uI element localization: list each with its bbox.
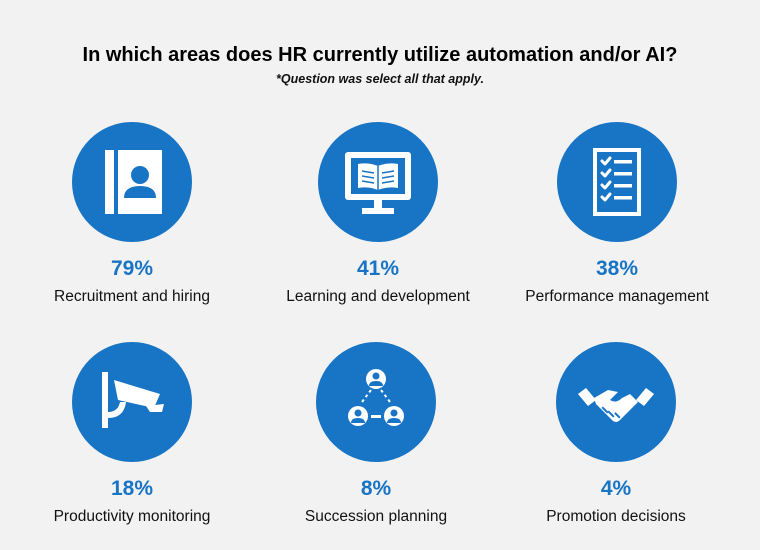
checklist-icon <box>557 122 677 242</box>
stat-percent: 79% <box>110 257 154 280</box>
stat-percent: 4% <box>600 477 632 500</box>
page-title: In which areas does HR currently utilize… <box>82 44 678 66</box>
monitor-book-icon <box>318 122 438 242</box>
stat-label: Performance management <box>525 288 709 305</box>
stat-percent: 18% <box>110 477 154 500</box>
stat-label: Succession planning <box>304 508 448 525</box>
stat-label: Promotion decisions <box>546 508 686 525</box>
stat-percent: 8% <box>360 477 392 500</box>
stat-label: Recruitment and hiring <box>54 288 210 305</box>
contact-book-icon <box>72 122 192 242</box>
security-camera-icon <box>72 342 192 462</box>
handshake-icon <box>556 342 676 462</box>
stat-label: Learning and development <box>286 288 470 305</box>
stat-percent: 38% <box>595 257 639 280</box>
page-subtitle: *Question was select all that apply. <box>276 72 484 86</box>
stat-label: Productivity monitoring <box>53 508 211 525</box>
stat-percent: 41% <box>356 257 400 280</box>
people-network-icon <box>316 342 436 462</box>
